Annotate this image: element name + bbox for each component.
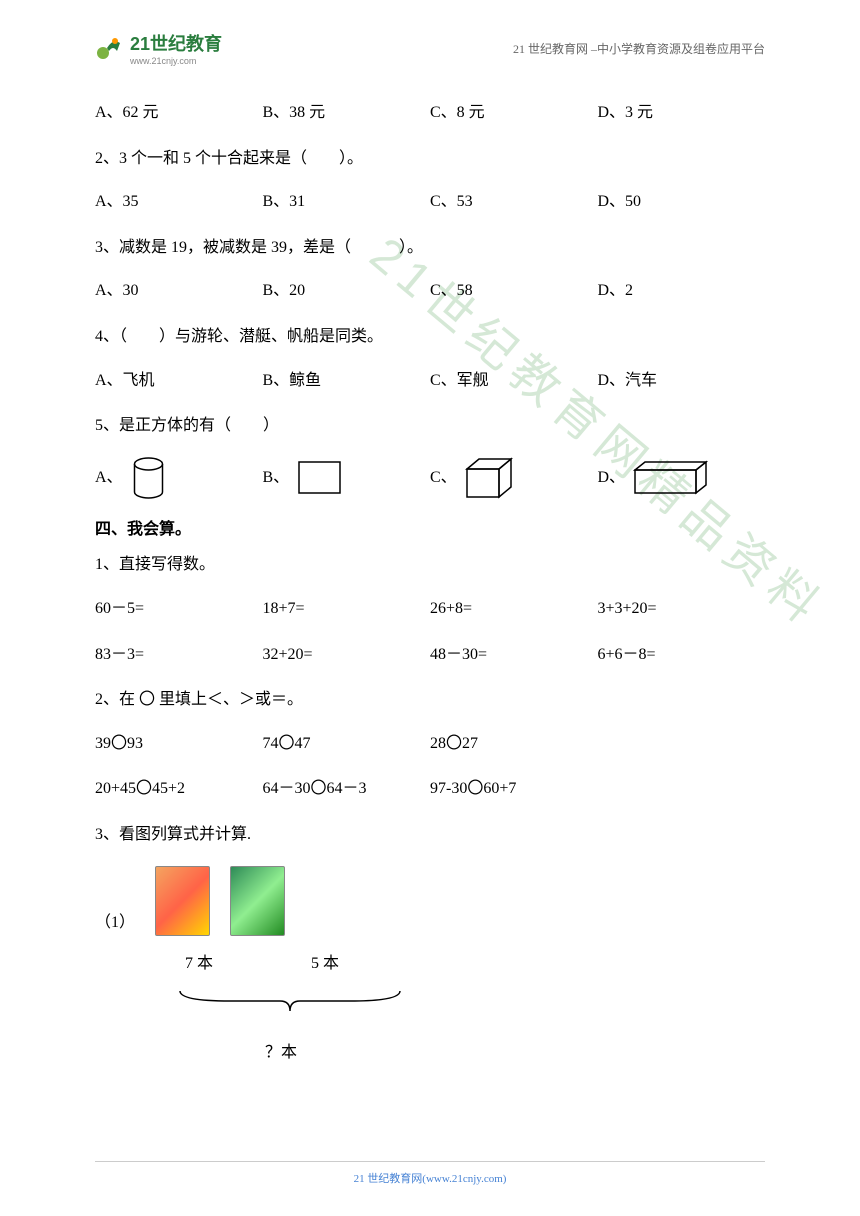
q5-text: 5、是正方体的有（ ） — [95, 413, 765, 439]
cube-icon — [465, 457, 513, 499]
section4-sub3: 3、看图列算式并计算. — [95, 822, 765, 848]
book-counts: 7 本 5 本 — [185, 951, 765, 977]
q5-options: A、 B、 C、 D、 — [95, 457, 765, 499]
comp-2c: 97-30〇60+7 — [430, 776, 598, 802]
q1-opt-b: B、38 元 — [263, 100, 431, 126]
q5-c-label: C、 — [430, 465, 457, 491]
page-footer: 21 世纪教育网(www.21cnjy.com) — [95, 1161, 765, 1186]
q5-opt-a: A、 — [95, 457, 263, 499]
q1-opt-a: A、62 元 — [95, 100, 263, 126]
q3-opt-d: D、2 — [598, 278, 766, 304]
q5-opt-b: B、 — [263, 460, 431, 495]
cuboid-icon — [633, 460, 708, 495]
q4-options: A、飞机 B、鲸鱼 C、军舰 D、汽车 — [95, 368, 765, 394]
calc-1a: 60－5= — [95, 596, 263, 622]
q2-opt-c: C、53 — [430, 189, 598, 215]
calc-2d: 6+6－8= — [598, 642, 766, 668]
comp-row-1: 39〇93 74〇47 28〇27 — [95, 731, 765, 757]
q5-opt-c: C、 — [430, 457, 598, 499]
logo: 21世纪教育 www.21cnjy.com — [95, 30, 222, 66]
calc-2c: 48－30= — [430, 642, 598, 668]
q4-opt-a: A、飞机 — [95, 368, 263, 394]
q2-options: A、35 B、31 C、53 D、50 — [95, 189, 765, 215]
calc-1c: 26+8= — [430, 596, 598, 622]
q2-opt-d: D、50 — [598, 189, 766, 215]
q4-opt-d: D、汽车 — [598, 368, 766, 394]
comp-1c: 28〇27 — [430, 731, 598, 757]
calc-2a: 83－3= — [95, 642, 263, 668]
q4-opt-c: C、军舰 — [430, 368, 598, 394]
q1-opt-d: D、3 元 — [598, 100, 766, 126]
q5-d-label: D、 — [598, 465, 626, 491]
logo-icon — [95, 33, 125, 63]
section4-sub2: 2、在 〇 里填上＜、＞或＝。 — [95, 687, 765, 713]
calc-1d: 3+3+20= — [598, 596, 766, 622]
calc-row-2: 83－3= 32+20= 48－30= 6+6－8= — [95, 642, 765, 668]
book-icon-2 — [230, 866, 285, 936]
section4-title: 四、我会算。 — [95, 517, 765, 543]
q5-a-label: A、 — [95, 465, 123, 491]
item1-label: （1） — [95, 910, 135, 936]
square-icon — [297, 460, 342, 495]
comp-1b: 74〇47 — [263, 731, 431, 757]
book-icon-1 — [155, 866, 210, 936]
q3-text: 3、减数是 19，被减数是 39，差是（ ）。 — [95, 235, 765, 261]
q3-opt-c: C、58 — [430, 278, 598, 304]
comp-2b: 64－30〇64－3 — [263, 776, 431, 802]
q5-opt-d: D、 — [598, 460, 766, 495]
q4-opt-b: B、鲸鱼 — [263, 368, 431, 394]
q2-opt-b: B、31 — [263, 189, 431, 215]
cylinder-icon — [131, 457, 166, 499]
logo-url: www.21cnjy.com — [130, 56, 222, 66]
calc-2b: 32+20= — [263, 642, 431, 668]
book1-count: 7 本 — [185, 951, 213, 977]
result-label: ？本 — [265, 1040, 765, 1066]
q2-text: 2、3 个一和 5 个十合起来是（ ）。 — [95, 146, 765, 172]
header-tagline: 21 世纪教育网 –中小学教育资源及组卷应用平台 — [513, 40, 765, 57]
q1-options: A、62 元 B、38 元 C、8 元 D、3 元 — [95, 100, 765, 126]
brace — [175, 986, 765, 1025]
main-content: A、62 元 B、38 元 C、8 元 D、3 元 2、3 个一和 5 个十合起… — [95, 100, 765, 1065]
q3-options: A、30 B、20 C、58 D、2 — [95, 278, 765, 304]
q5-b-label: B、 — [263, 465, 290, 491]
q3-opt-a: A、30 — [95, 278, 263, 304]
q4-text: 4、（ ）与游轮、潜艇、帆船是同类。 — [95, 324, 765, 350]
calc-1b: 18+7= — [263, 596, 431, 622]
section4-sub1: 1、直接写得数。 — [95, 552, 765, 578]
q1-opt-c: C、8 元 — [430, 100, 598, 126]
comp-1a: 39〇93 — [95, 731, 263, 757]
brace-icon — [175, 986, 405, 1016]
comp-row-2: 20+45〇45+2 64－30〇64－3 97-30〇60+7 — [95, 776, 765, 802]
q2-opt-a: A、35 — [95, 189, 263, 215]
page-header: 21世纪教育 www.21cnjy.com 21 世纪教育网 –中小学教育资源及… — [95, 30, 765, 66]
comp-2a: 20+45〇45+2 — [95, 776, 263, 802]
book2-count: 5 本 — [311, 951, 339, 977]
logo-text: 21世纪教育 — [130, 30, 222, 56]
q3-opt-b: B、20 — [263, 278, 431, 304]
book-figure: （1） — [95, 866, 765, 936]
calc-row-1: 60－5= 18+7= 26+8= 3+3+20= — [95, 596, 765, 622]
